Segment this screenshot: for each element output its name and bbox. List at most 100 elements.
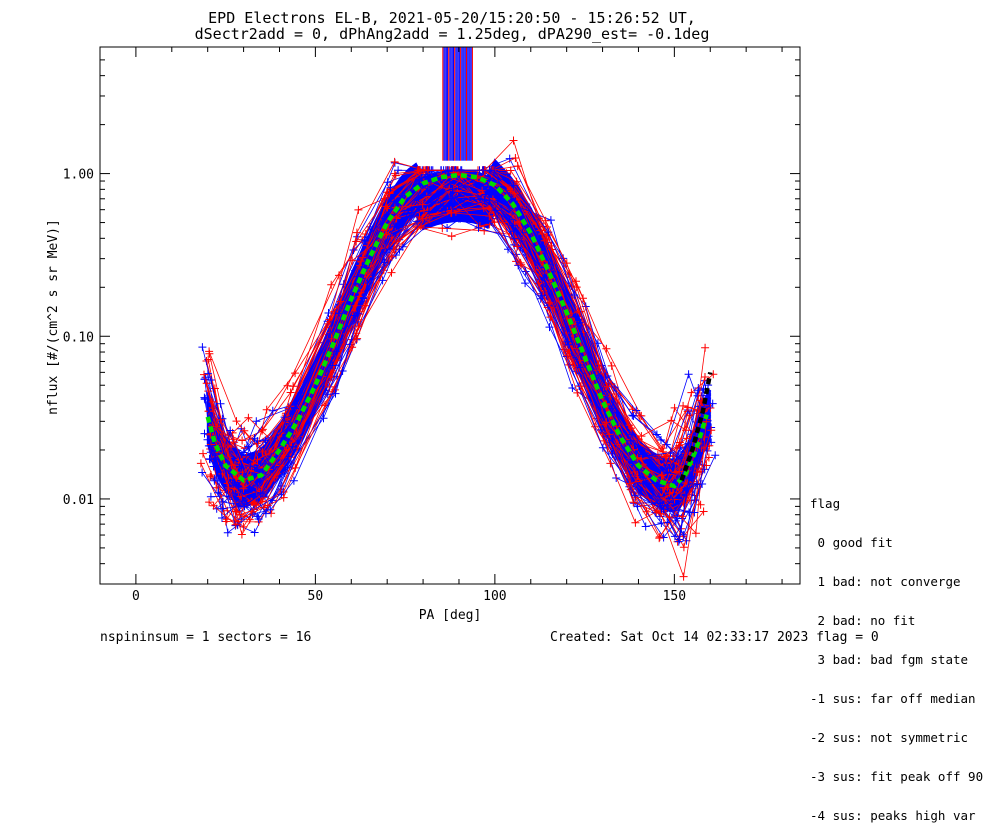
- plus-marker: [277, 429, 286, 438]
- plot-frame: [99, 46, 801, 585]
- plus-marker: [607, 361, 616, 370]
- x-tick-label: 0: [132, 589, 140, 604]
- plus-marker: [708, 399, 717, 408]
- plus-marker: [518, 228, 527, 237]
- plus-marker: [418, 200, 427, 209]
- plus-marker: [328, 361, 337, 370]
- plus-marker: [665, 464, 674, 473]
- plus-marker: [641, 522, 650, 531]
- plus-marker: [448, 193, 457, 202]
- plus-marker: [513, 242, 522, 251]
- plus-marker: [230, 493, 239, 502]
- plus-marker: [612, 408, 621, 417]
- plus-marker: [380, 258, 389, 267]
- plus-marker: [678, 512, 687, 521]
- plus-marker: [353, 272, 362, 281]
- legend-item: 1 bad: not converge: [810, 574, 961, 589]
- plus-marker: [250, 434, 259, 443]
- plus-marker: [210, 476, 219, 485]
- plus-marker: [418, 214, 427, 223]
- plus-marker: [602, 418, 611, 427]
- plus-marker: [545, 323, 554, 332]
- plus-marker: [576, 363, 585, 372]
- plus-marker: [209, 462, 218, 471]
- plus-marker: [239, 448, 248, 457]
- plus-marker: [240, 426, 249, 435]
- plus-marker: [223, 528, 232, 537]
- plus-marker: [684, 370, 693, 379]
- plus-marker: [539, 289, 548, 298]
- plus-marker: [218, 514, 226, 522]
- plus-marker: [655, 455, 663, 464]
- plus-marker: [679, 498, 688, 507]
- x-tick-label: 150: [663, 589, 686, 604]
- plus-marker: [212, 483, 221, 492]
- plus-marker: [423, 196, 432, 205]
- data-layer: [196, 47, 720, 581]
- plus-marker: [682, 426, 690, 435]
- plus-marker: [385, 189, 394, 198]
- plus-marker: [679, 572, 688, 581]
- plus-marker: [446, 194, 455, 203]
- plus-marker: [691, 529, 700, 538]
- plus-marker: [701, 343, 710, 352]
- plus-marker: [634, 443, 643, 452]
- y-tick-label: 0.10: [63, 330, 94, 345]
- plus-marker: [693, 480, 702, 489]
- plus-marker: [629, 412, 638, 420]
- plus-marker: [289, 476, 298, 485]
- plus-marker: [391, 171, 400, 180]
- plus-marker: [702, 417, 711, 426]
- plus-marker: [219, 497, 227, 506]
- plus-marker: [443, 166, 452, 175]
- plus-marker: [429, 216, 438, 225]
- plus-marker: [627, 424, 635, 433]
- plus-marker: [652, 430, 661, 439]
- plus-marker: [202, 379, 211, 388]
- plus-marker: [349, 311, 358, 320]
- plus-marker: [686, 496, 695, 505]
- plus-marker: [659, 533, 668, 542]
- plus-marker: [426, 182, 435, 191]
- legend-item: -2 sus: not symmetric: [810, 730, 969, 745]
- plus-marker: [231, 520, 240, 529]
- plus-marker: [415, 175, 424, 184]
- plus-marker: [663, 483, 672, 492]
- x-tick-label: 50: [308, 589, 324, 604]
- black-fit-curve: [679, 371, 713, 482]
- plus-marker: [687, 388, 696, 397]
- footer-right: Created: Sat Oct 14 02:33:17 2023 flag =…: [550, 630, 879, 645]
- plus-marker: [206, 492, 215, 501]
- plus-marker: [694, 386, 703, 395]
- plus-marker: [323, 390, 332, 399]
- plus-marker: [630, 468, 639, 476]
- plus-marker: [420, 166, 429, 175]
- plus-marker: [386, 183, 395, 192]
- plus-marker: [675, 438, 684, 447]
- plus-marker: [537, 291, 546, 300]
- plus-marker: [447, 232, 456, 241]
- plus-marker: [284, 437, 293, 445]
- plus-marker: [200, 429, 209, 438]
- plus-marker: [568, 384, 577, 392]
- plus-marker: [261, 436, 270, 445]
- plus-marker: [657, 436, 665, 444]
- plus-marker: [563, 351, 572, 360]
- x-axis-label: PA [deg]: [419, 608, 482, 623]
- plus-marker: [206, 472, 215, 481]
- plus-marker: [361, 301, 370, 310]
- plus-marker: [510, 189, 519, 198]
- plus-marker: [224, 483, 233, 492]
- plus-marker: [600, 436, 608, 445]
- plus-marker: [491, 206, 500, 215]
- plus-marker: [661, 496, 670, 504]
- plus-marker: [602, 344, 611, 353]
- plus-marker: [705, 441, 714, 450]
- plus-marker: [239, 484, 248, 493]
- plus-marker: [534, 279, 543, 288]
- plus-marker: [577, 382, 585, 391]
- plus-marker: [226, 426, 235, 435]
- plus-marker: [244, 413, 253, 422]
- plus-marker: [606, 459, 615, 468]
- plus-marker: [382, 248, 391, 257]
